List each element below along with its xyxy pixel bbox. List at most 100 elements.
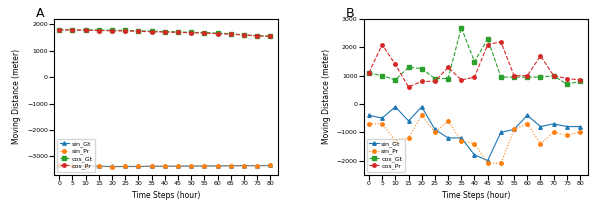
cos_Gt	[161, 30, 169, 33]
cos_Gt	[484, 38, 491, 40]
cos_Pr	[445, 66, 452, 69]
X-axis label: Time Steps (hour): Time Steps (hour)	[442, 191, 510, 200]
Line: cos_Gt: cos_Gt	[367, 26, 582, 86]
sin_Pr	[471, 142, 478, 145]
sin_Pr	[365, 122, 373, 125]
cos_Gt	[135, 29, 142, 32]
cos_Gt	[445, 77, 452, 80]
sin_Pr	[524, 122, 531, 125]
sin_Gt	[109, 165, 116, 168]
sin_Pr	[458, 140, 465, 142]
sin_Pr	[418, 114, 425, 117]
cos_Gt	[392, 79, 399, 81]
cos_Pr	[82, 29, 89, 32]
sin_Gt	[537, 125, 544, 128]
Line: sin_Gt: sin_Gt	[367, 105, 582, 162]
sin_Pr	[241, 164, 248, 167]
cos_Gt	[267, 35, 274, 37]
cos_Gt	[148, 30, 155, 32]
cos_Pr	[484, 43, 491, 46]
sin_Gt	[175, 165, 182, 167]
cos_Pr	[254, 35, 261, 37]
sin_Pr	[214, 165, 221, 167]
Legend: sin_Gt, sin_Pr, cos_Gt, cos_Pr: sin_Gt, sin_Pr, cos_Gt, cos_Pr	[367, 138, 405, 171]
sin_Pr	[405, 137, 412, 139]
cos_Gt	[227, 32, 235, 35]
sin_Pr	[431, 131, 439, 134]
sin_Pr	[56, 164, 63, 167]
cos_Pr	[524, 74, 531, 77]
sin_Gt	[135, 165, 142, 168]
sin_Pr	[537, 142, 544, 145]
cos_Gt	[458, 26, 465, 29]
sin_Gt	[524, 114, 531, 117]
cos_Pr	[471, 76, 478, 78]
sin_Pr	[511, 128, 518, 131]
sin_Pr	[161, 165, 169, 167]
cos_Pr	[148, 30, 155, 33]
cos_Pr	[161, 31, 169, 33]
cos_Gt	[471, 60, 478, 63]
sin_Gt	[267, 164, 274, 167]
Line: cos_Pr: cos_Pr	[367, 40, 582, 89]
sin_Gt	[122, 165, 129, 168]
sin_Gt	[56, 164, 63, 167]
sin_Pr	[82, 165, 89, 167]
sin_Gt	[148, 165, 155, 167]
cos_Gt	[109, 29, 116, 32]
sin_Gt	[563, 125, 571, 128]
X-axis label: Time Steps (hour): Time Steps (hour)	[132, 191, 200, 200]
cos_Gt	[537, 76, 544, 78]
sin_Gt	[254, 164, 261, 167]
sin_Gt	[458, 137, 465, 139]
cos_Pr	[392, 63, 399, 66]
sin_Gt	[188, 165, 195, 167]
sin_Gt	[405, 120, 412, 122]
cos_Pr	[214, 32, 221, 35]
cos_Pr	[69, 29, 76, 31]
sin_Pr	[497, 162, 505, 165]
cos_Pr	[550, 74, 557, 77]
Line: cos_Gt: cos_Gt	[58, 28, 272, 38]
cos_Pr	[458, 79, 465, 81]
cos_Pr	[418, 80, 425, 83]
sin_Gt	[431, 128, 439, 131]
sin_Gt	[214, 165, 221, 167]
cos_Gt	[497, 76, 505, 78]
sin_Gt	[550, 122, 557, 125]
sin_Gt	[497, 131, 505, 134]
Legend: sin_Gt, sin_Pr, cos_Gt, cos_Pr: sin_Gt, sin_Pr, cos_Gt, cos_Pr	[57, 138, 95, 171]
cos_Gt	[577, 80, 584, 83]
cos_Gt	[175, 30, 182, 33]
Text: B: B	[346, 7, 355, 20]
sin_Pr	[148, 165, 155, 167]
cos_Pr	[431, 80, 439, 83]
cos_Gt	[563, 83, 571, 85]
sin_Gt	[511, 128, 518, 131]
cos_Gt	[511, 76, 518, 78]
cos_Pr	[405, 86, 412, 88]
sin_Gt	[379, 117, 386, 119]
cos_Pr	[109, 29, 116, 32]
sin_Gt	[484, 159, 491, 162]
cos_Pr	[497, 40, 505, 43]
cos_Gt	[550, 74, 557, 77]
sin_Gt	[95, 165, 103, 167]
Y-axis label: Moving Distance (meter): Moving Distance (meter)	[322, 49, 331, 144]
sin_Pr	[254, 164, 261, 167]
cos_Gt	[241, 34, 248, 36]
sin_Pr	[109, 166, 116, 168]
cos_Gt	[379, 74, 386, 77]
Y-axis label: Moving Distance (meter): Moving Distance (meter)	[13, 49, 22, 144]
cos_Pr	[379, 43, 386, 46]
Line: sin_Gt: sin_Gt	[58, 164, 272, 168]
sin_Gt	[577, 125, 584, 128]
cos_Pr	[365, 72, 373, 74]
sin_Pr	[267, 164, 274, 167]
sin_Gt	[201, 165, 208, 167]
sin_Pr	[201, 165, 208, 167]
sin_Gt	[82, 165, 89, 167]
sin_Gt	[365, 114, 373, 117]
sin_Pr	[122, 165, 129, 168]
cos_Pr	[135, 30, 142, 33]
